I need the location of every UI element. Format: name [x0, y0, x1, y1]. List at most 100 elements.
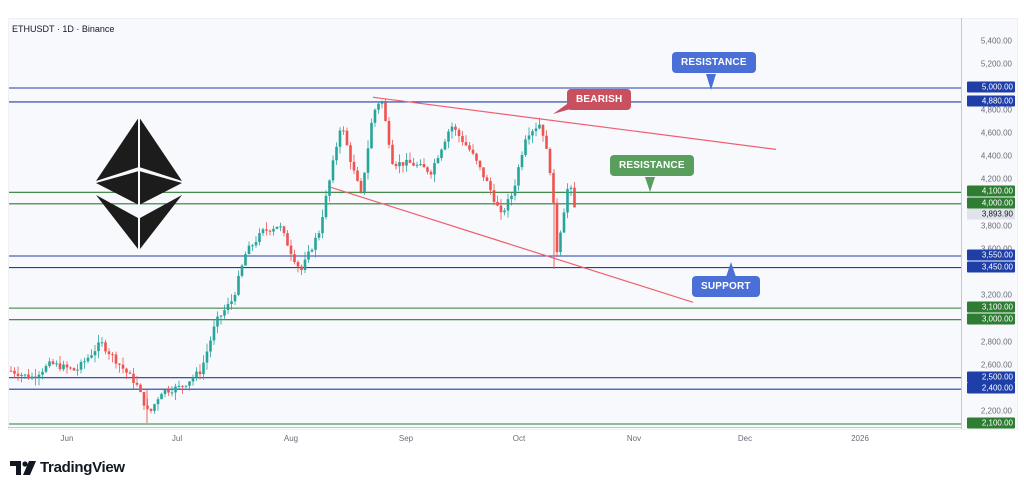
candle-body — [478, 160, 482, 168]
candle-body — [552, 173, 555, 203]
candle-body — [419, 164, 422, 166]
candle-body — [212, 326, 216, 341]
candle-body — [34, 376, 37, 378]
price-axis-label: 2,600.00 — [980, 360, 1012, 370]
candle-body — [97, 342, 100, 352]
candle-body — [335, 146, 338, 161]
trendline[interactable] — [372, 96, 777, 151]
candle-body — [499, 205, 503, 213]
candle-body — [531, 131, 534, 136]
candle-body — [328, 180, 331, 196]
candle-body — [426, 167, 429, 172]
price-level-tag[interactable]: 4,880.00 — [967, 95, 1015, 107]
candle-body — [471, 149, 475, 154]
price-chart-plot[interactable] — [9, 19, 1017, 429]
time-axis-label: Sep — [398, 434, 414, 443]
candle-body — [195, 371, 198, 378]
candle-body — [548, 148, 552, 174]
candle-body — [111, 354, 114, 356]
candle-body — [429, 171, 433, 175]
candle-body — [363, 172, 366, 192]
resistance-callout-mid: RESISTANCE — [610, 155, 694, 176]
price-axis-label: 5,200.00 — [980, 59, 1012, 69]
candle-body — [146, 405, 149, 409]
candle-body — [352, 161, 356, 171]
candle-body — [254, 242, 258, 246]
time-axis-label: Jul — [171, 434, 183, 443]
price-axis-label: 5,400.00 — [980, 36, 1012, 46]
candle-body — [307, 251, 310, 260]
candle-body — [562, 212, 566, 233]
candle-body — [513, 185, 517, 196]
tradingview-logo[interactable]: TradingView — [10, 459, 125, 476]
candle-body — [475, 153, 478, 161]
candle-body — [398, 162, 401, 167]
candle-body — [293, 254, 296, 263]
candle-body — [118, 363, 121, 365]
candle-body — [16, 373, 20, 377]
candle-body — [160, 393, 163, 400]
candle-body — [272, 228, 275, 232]
time-axis-label: Jun — [60, 434, 74, 443]
candle-body — [247, 245, 251, 255]
candle-body — [72, 368, 76, 371]
candle-body — [104, 342, 107, 352]
price-level-tag[interactable]: 2,500.00 — [967, 371, 1015, 383]
candle-body — [265, 229, 268, 231]
candle-body — [450, 126, 454, 132]
time-axis-label: Oct — [512, 434, 526, 443]
price-level-tag[interactable]: 5,000.00 — [967, 81, 1015, 93]
candle-body — [464, 142, 468, 146]
candle-body — [100, 342, 104, 344]
price-level-tag[interactable]: 3,550.00 — [967, 249, 1015, 261]
candle-body — [174, 386, 177, 393]
candle-body — [394, 164, 398, 167]
candle-body — [342, 130, 345, 132]
candle-body — [384, 102, 387, 121]
candle-body — [275, 226, 279, 229]
support-callout: SUPPORT — [692, 276, 760, 297]
candle-body — [251, 245, 254, 247]
candle-body — [314, 237, 317, 250]
price-level-tag[interactable]: 3,100.00 — [967, 301, 1015, 313]
chart-frame — [8, 18, 1018, 430]
candle-body — [128, 372, 132, 374]
candle-body — [223, 310, 226, 316]
price-level-tag[interactable]: 4,100.00 — [967, 185, 1015, 197]
bearish-callout: BEARISH — [567, 89, 632, 110]
candle-body — [300, 266, 303, 271]
trendline[interactable] — [327, 185, 694, 303]
candle-body — [93, 351, 97, 356]
candle-body — [317, 233, 321, 238]
price-level-tag[interactable]: 2,100.00 — [967, 417, 1015, 429]
candle-body — [219, 315, 223, 317]
candle-body — [569, 187, 573, 189]
candle-body — [139, 384, 142, 392]
price-level-tag[interactable]: 4,000.00 — [967, 197, 1015, 209]
candle-body — [496, 201, 499, 206]
candle-body — [370, 122, 373, 149]
tradingview-logo-icon — [10, 460, 36, 475]
price-level-tag[interactable]: 2,400.00 — [967, 382, 1015, 394]
candle-body — [541, 124, 545, 136]
ethereum-logo-icon — [96, 117, 182, 249]
candle-body — [387, 120, 391, 145]
time-axis-label: Nov — [626, 434, 642, 443]
candle-body — [230, 301, 233, 304]
candle-body — [9, 370, 13, 372]
symbol-title: ETHUSDT · 1D · Binance — [12, 24, 115, 34]
candle-body — [391, 144, 394, 165]
candle-body — [216, 316, 219, 327]
candle-body — [282, 226, 286, 234]
price-level-tag[interactable]: 3,000.00 — [967, 313, 1015, 325]
candle-body — [534, 128, 538, 132]
candle-body — [233, 294, 237, 302]
candle-body — [356, 170, 359, 181]
candle-body — [296, 262, 300, 267]
candle-body — [184, 385, 188, 387]
candle-body — [454, 126, 457, 130]
candle-body — [205, 351, 209, 363]
price-level-tag[interactable]: 3,450.00 — [967, 261, 1015, 273]
candle-body — [527, 135, 531, 140]
tradingview-logo-text: TradingView — [40, 459, 125, 476]
